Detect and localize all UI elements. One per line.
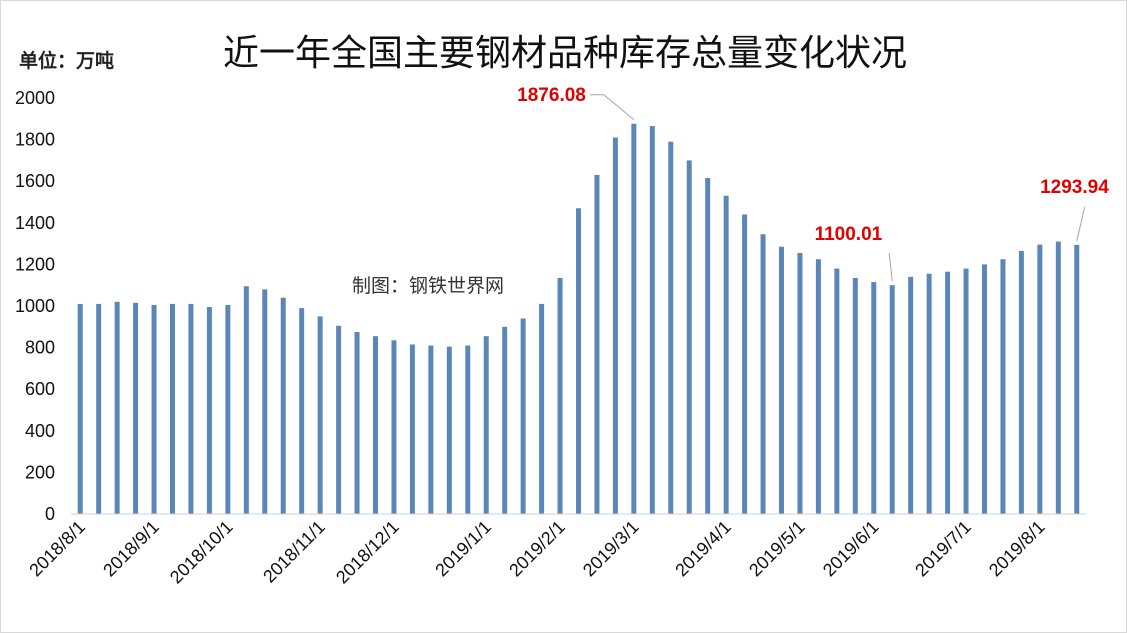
bar — [889, 285, 895, 514]
x-tick-label: 2019/2/1 — [505, 517, 569, 581]
bar — [612, 137, 618, 514]
bar — [908, 276, 914, 514]
bar — [409, 344, 415, 514]
x-tick-label: 2019/7/1 — [911, 517, 975, 581]
bar — [723, 195, 729, 514]
bar — [705, 178, 711, 514]
bar — [649, 126, 655, 514]
bar — [317, 316, 323, 514]
y-axis: 0 200 400 600 800 1000 1200 1400 1600 1800 2000 — [15, 88, 55, 524]
bar — [243, 286, 249, 514]
chart-title: 近一年全国主要钢材品种库存总量变化状况 — [223, 33, 907, 74]
y-tick-label: 1800 — [15, 130, 55, 150]
bar — [576, 208, 581, 515]
bar — [1055, 241, 1061, 514]
bar — [170, 303, 175, 514]
bar — [391, 340, 397, 514]
annotation-leader-line — [589, 94, 635, 121]
y-tick-label: 1200 — [15, 254, 55, 274]
x-tick-label: 2019/5/1 — [745, 517, 809, 581]
bar — [336, 325, 342, 514]
bar — [280, 297, 286, 514]
y-tick-label: 1000 — [15, 296, 55, 316]
bar — [262, 289, 268, 514]
bar — [373, 336, 378, 514]
bar — [779, 246, 784, 514]
bar — [428, 345, 434, 514]
bar — [631, 123, 637, 514]
x-tick-label: 2019/6/1 — [819, 517, 883, 581]
bar — [945, 271, 951, 514]
x-axis: 2018/8/1 2018/9/1 2018/10/1 2018/11/1 2018/1… — [25, 517, 1048, 588]
bar — [742, 214, 748, 515]
unit-label: 单位：万吨 — [19, 49, 114, 72]
y-tick-label: 600 — [25, 379, 55, 399]
x-tick-label: 2019/4/1 — [671, 517, 735, 581]
annotation-label: 1293.94 — [1040, 177, 1109, 198]
bar — [815, 259, 821, 514]
bar — [797, 252, 803, 514]
bar — [483, 336, 489, 514]
y-tick-label: 800 — [25, 338, 55, 358]
bar — [133, 302, 139, 514]
bar — [206, 307, 212, 514]
bar — [686, 160, 692, 514]
x-tick-label: 2018/9/1 — [99, 517, 163, 581]
bar-series — [77, 123, 1080, 515]
watermark-text: 制图：钢铁世界网 — [352, 275, 504, 297]
annotations: 1876.08 1100.01 1293.94 — [517, 85, 1109, 282]
bar — [982, 264, 987, 514]
bar — [760, 234, 766, 515]
y-tick-label: 1400 — [15, 213, 55, 233]
y-tick-label: 1600 — [15, 171, 55, 191]
bar — [446, 346, 452, 514]
bar — [520, 318, 526, 514]
x-tick-label: 2018/10/1 — [166, 517, 237, 588]
bar — [852, 277, 858, 514]
bar — [557, 277, 563, 514]
y-tick-label: 2000 — [15, 88, 55, 108]
bar — [539, 303, 545, 514]
x-tick-label: 2018/11/1 — [259, 517, 329, 587]
x-tick-label: 2018/8/1 — [25, 517, 89, 581]
bar — [188, 303, 194, 514]
bar — [834, 268, 840, 514]
x-tick-label: 2019/8/1 — [985, 517, 1049, 581]
bar — [871, 282, 877, 514]
bar — [1018, 250, 1024, 514]
x-tick-label: 2019/1/1 — [431, 517, 495, 581]
bar — [354, 332, 360, 514]
bar — [1000, 259, 1006, 514]
y-tick-label: 0 — [45, 504, 55, 524]
bar — [594, 174, 600, 514]
annotation-leader-line — [1076, 206, 1086, 241]
bar — [926, 273, 932, 514]
y-tick-label: 200 — [25, 462, 55, 482]
bar — [668, 141, 674, 514]
bar — [1074, 244, 1080, 515]
bar — [96, 303, 102, 514]
annotation-leader-line — [888, 253, 893, 282]
bar — [77, 303, 83, 514]
bar — [963, 268, 969, 514]
annotation-label: 1876.08 — [517, 85, 586, 106]
bar — [1037, 244, 1043, 514]
x-tick-label: 2019/3/1 — [579, 517, 643, 581]
bar — [114, 301, 120, 514]
annotation-label: 1100.01 — [815, 224, 883, 245]
bar — [151, 304, 157, 514]
x-tick-label: 2018/12/1 — [332, 517, 403, 588]
y-tick-label: 400 — [25, 421, 55, 441]
bar — [225, 304, 231, 514]
bar — [299, 308, 305, 514]
bar — [502, 326, 508, 514]
bar — [465, 345, 471, 514]
